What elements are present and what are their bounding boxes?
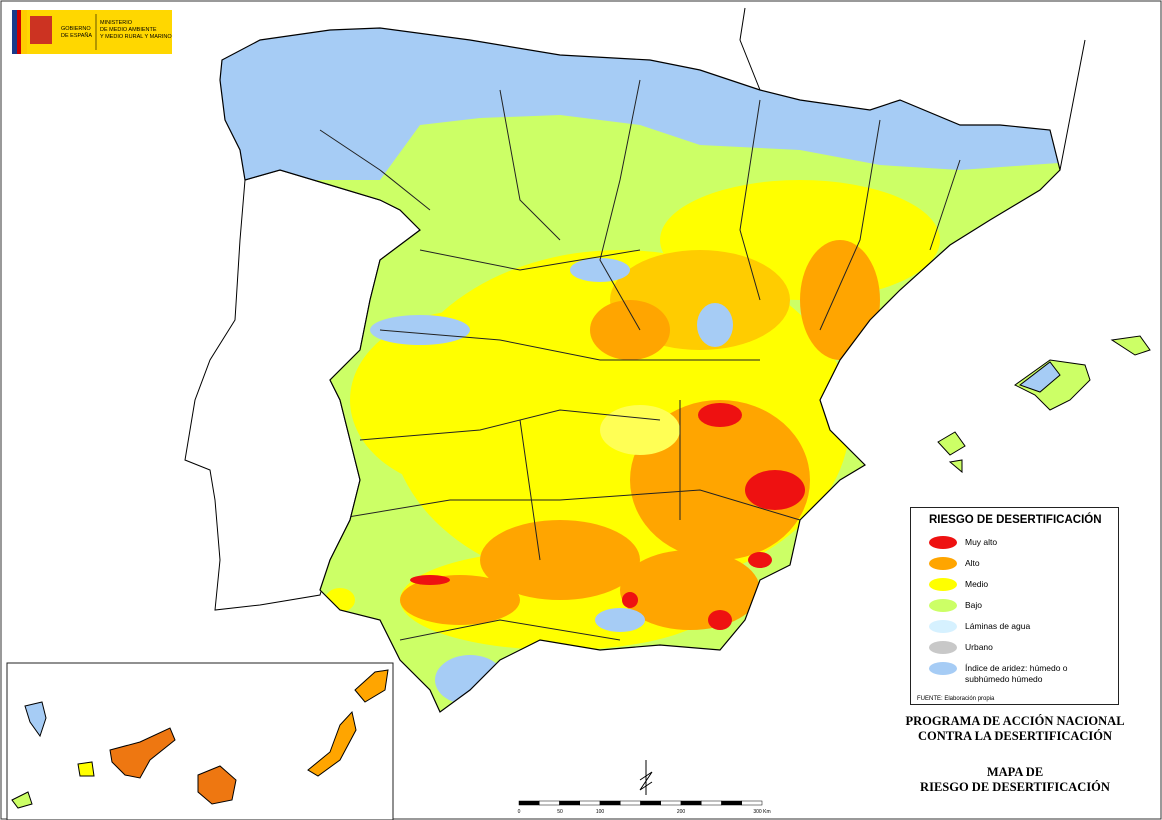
map-shape [307,710,357,777]
map-shape [354,669,389,703]
map-title-line: RIESGO DE DESERTIFICACIÓN [920,780,1110,794]
map-shape [480,520,640,600]
north-arrow [639,760,653,795]
scale-label: 0 [518,809,521,815]
map-shape [698,403,742,427]
legend-label: Bajo [965,600,983,610]
legend-label: Láminas de agua [965,621,1031,631]
map-title-line: MAPA DE [986,765,1044,779]
legend-item: Medio [929,578,1110,599]
coast-line [739,7,1086,171]
map-shape [1110,335,1151,356]
legend-swatch [929,557,957,570]
scale-segment [579,800,601,806]
legend-swatch [929,641,957,654]
map-shape [21,10,27,54]
scale-segment [559,800,580,806]
map-shape [600,405,680,455]
legend-label: Alto [965,558,980,568]
scale-label: 100 [596,809,605,815]
legend-label: Índice de aridez: húmedo o subhúmedo húm… [965,663,1068,684]
map-shape [595,608,645,632]
map-shape [109,727,176,779]
scale-label: 300 Km [753,809,770,815]
scale-segment [680,800,702,806]
legend-source: FUENTE: Elaboración propia [917,696,995,702]
logo-text: GOBIERNO [61,26,91,32]
map-shape [748,552,772,568]
map-shape [319,79,961,641]
canarias [11,669,389,809]
scale-segment [518,800,540,806]
legend-item: Urbano [929,641,1110,662]
scale-segment [539,800,560,806]
program-line: CONTRA LA DESERTIFICACIÓN [917,729,1113,743]
scale-bar: 0 50 100 200 300 Km [518,800,771,815]
map-shape [77,761,95,777]
legend-item: Alto [929,557,1110,578]
map-shape [745,470,805,510]
scale-segment [741,800,763,806]
map-shape [400,575,520,625]
map-shape [590,300,670,360]
map-shape [622,592,638,608]
scale-segment [620,800,641,806]
scale-label: 50 [557,809,563,815]
legend-title: RIESGO DE DESERTIFICACIÓN [929,514,1102,526]
map-shape [410,575,450,585]
legend-item: Muy alto [929,536,1110,557]
map-shape [24,701,47,738]
map-shape [800,240,880,360]
legend-item: Bajo [929,599,1110,620]
scale-label: 200 [677,809,686,815]
map-shape [708,610,732,630]
legend-items: Muy alto Alto Medio Bajo Láminas de agua Urba… [929,536,1110,685]
legend-label: Urbano [965,642,993,652]
logo-text: DE ESPAÑA [61,32,92,39]
map-shape [435,655,505,705]
map-shape [697,303,733,347]
map-shape [620,550,760,630]
legend-swatch [929,599,957,612]
legend-swatch [929,662,957,675]
scale-segment [701,800,722,806]
map-shape [17,10,21,54]
program-title: PROGRAMA DE ACCIÓN NACIONAL CONTRA LA DE… [900,714,1130,744]
legend: RIESGO DE DESERTIFICACIÓN Muy alto Alto Me… [910,507,1119,705]
scale-segment [721,800,742,806]
legend-swatch [929,620,957,633]
map-shape [1018,361,1061,393]
legend-label: Muy alto [965,537,998,547]
map-shape [197,765,237,805]
logo-text: Y MEDIO RURAL Y MARINO [100,34,172,40]
map-shape [948,459,963,474]
scale-segment [640,800,661,806]
scale-segment [660,800,682,806]
legend-label: Medio [965,579,989,589]
map-shape [30,16,52,44]
map-shape [370,315,470,345]
map-shape [350,310,590,490]
logo: GOBIERNO DE ESPAÑA MINISTERIO DE MEDIO A… [12,10,172,54]
map-shape [570,258,630,282]
map-shape [1014,359,1091,411]
legend-swatch [929,578,957,591]
map-shape [937,431,966,456]
logo-text: MINISTERIO [100,20,133,26]
map-shape [11,791,33,809]
program-line: PROGRAMA DE ACCIÓN NACIONAL [905,714,1125,728]
legend-item: Índice de aridez: húmedo o subhúmedo húm… [929,662,1110,685]
legend-swatch [929,536,957,549]
map-shape [12,10,17,54]
baleares [937,335,1151,474]
scale-segment [599,800,621,806]
logo-text: DE MEDIO AMBIENTE [100,27,157,33]
map-title: MAPA DE RIESGO DE DESERTIFICACIÓN [900,765,1130,795]
legend-item: Láminas de agua [929,620,1110,641]
map-shape [639,760,653,795]
